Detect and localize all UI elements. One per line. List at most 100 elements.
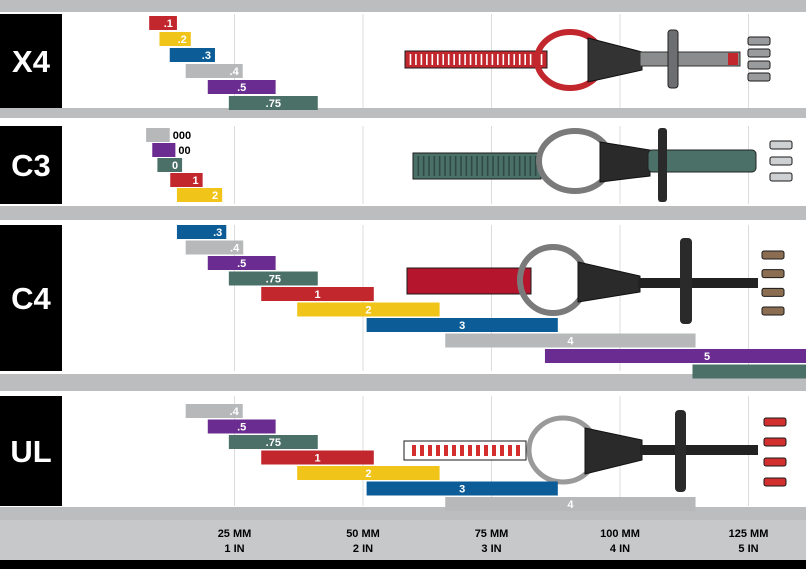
bar-label-ul-3: 3 [459, 484, 465, 496]
cam-lobe [761, 306, 785, 316]
range-bar-x4-p4 [185, 64, 243, 78]
range-bar-c4-6 [692, 364, 806, 379]
sling-stripe [508, 445, 512, 456]
x-axis: 25 MM 1 IN 50 MM 2 IN 75 MM 3 IN 100 MM 4 IN 125… [0, 520, 806, 569]
bar-label-x4-p75: .75 [266, 98, 281, 110]
cam-lobe [763, 477, 787, 487]
bar-label-c3-0: 0 [172, 160, 178, 172]
product-label-x4: X4 [12, 44, 51, 79]
range-bar-c3-00 [152, 143, 176, 157]
sling-stripe [468, 445, 472, 456]
range-bars: .1.2.3.4.5.7500000012.3.4.5.75123456.4.5… [146, 16, 806, 511]
bar-label-x4-p4: .4 [230, 66, 240, 78]
range-bar-c3-1 [170, 173, 203, 187]
stem-mark [728, 53, 738, 65]
bar-label-c4-1: 1 [314, 289, 320, 301]
bar-label-c3-2: 2 [212, 190, 218, 202]
cam-stem [639, 51, 741, 67]
trigger-bar [658, 128, 667, 202]
bar-label-c4-2: 2 [365, 305, 371, 317]
sling-stripe [436, 445, 440, 456]
tick-label-mm: 100 MM [600, 528, 640, 540]
range-bar-c3-000 [146, 128, 170, 142]
range-bar-c4-p3 [176, 225, 227, 239]
range-bar-x4-p2 [159, 32, 191, 46]
bar-label-c4-p5: .5 [237, 258, 246, 270]
range-bar-c4-p4 [185, 240, 244, 255]
bar-label-c3-1: 1 [193, 175, 199, 187]
x4-cam-icon [404, 29, 771, 91]
cam-stem [638, 278, 758, 288]
cam-head-body [599, 141, 651, 183]
sling-stripe [460, 445, 464, 456]
product-label-block [0, 14, 62, 108]
range-bar-c3-2 [176, 188, 223, 202]
product-label-block [0, 126, 62, 204]
trigger-bar [667, 29, 679, 89]
sling-stripe [444, 445, 448, 456]
range-bar-c4-2 [297, 302, 440, 317]
sling-stripe [420, 445, 424, 456]
cam-lobe [747, 60, 771, 70]
range-bar-ul-p75 [228, 435, 318, 449]
divider-band [0, 108, 806, 118]
range-bar-c4-1 [261, 287, 374, 301]
bar-label-c3-000: 000 [173, 130, 191, 142]
sling-stripe [484, 445, 488, 456]
product-label-c4: C4 [11, 281, 51, 316]
cam-lobe [747, 72, 771, 82]
bar-label-ul-p5: .5 [237, 422, 246, 434]
cam-lobe [763, 457, 787, 467]
range-bar-ul-4 [445, 497, 696, 511]
product-label-ul: UL [10, 434, 51, 469]
cam-stem [640, 445, 758, 455]
tick-label-mm: 50 MM [346, 528, 380, 540]
range-bar-ul-2 [297, 466, 440, 480]
bar-label-x4-p3: .3 [202, 50, 211, 62]
range-bar-c4-p75 [228, 271, 318, 286]
cam-lobe [761, 287, 785, 297]
gridlines [234, 14, 749, 506]
axis-band [0, 520, 806, 560]
cam-stem [647, 149, 757, 173]
cam-lobe [761, 250, 785, 260]
bar-label-c4-p3: .3 [213, 227, 222, 239]
cam-head-body [577, 261, 641, 303]
bar-label-c4-p75: .75 [266, 274, 281, 286]
range-bar-ul-1 [261, 450, 374, 465]
bar-label-ul-1: 1 [314, 453, 320, 465]
sling-stripe [428, 445, 432, 456]
range-bar-ul-p4 [185, 404, 243, 418]
tick-label-in: 3 IN [481, 543, 501, 555]
cam-lobe [769, 140, 793, 150]
sling-stripe [412, 445, 416, 456]
tick-label-mm: 75 MM [475, 528, 509, 540]
bar-label-ul-4: 4 [567, 499, 574, 511]
trigger-bar [675, 410, 686, 492]
product-label-block [0, 396, 62, 506]
cam-lobe [763, 417, 787, 427]
range-bar-x4-p5 [207, 80, 276, 94]
range-bar-c4-5 [544, 349, 806, 363]
range-bar-c4-3 [366, 318, 558, 332]
cam-lobe [769, 172, 793, 182]
range-bar-c4-p5 [207, 256, 276, 270]
tick-label-in: 1 IN [224, 543, 244, 555]
cam-lobe [761, 269, 785, 279]
sling-stripe [452, 445, 456, 456]
range-bar-x4-p3 [169, 48, 215, 62]
range-bar-x4-p1 [149, 16, 177, 30]
sling-stripe [500, 445, 504, 456]
divider-band [0, 374, 806, 391]
bar-label-ul-p75: .75 [266, 437, 281, 449]
divider-band [0, 206, 806, 220]
cam-lobe [769, 156, 793, 166]
tick-label-in: 2 IN [353, 543, 373, 555]
sling-stripe [516, 445, 520, 456]
sling-stripe [476, 445, 480, 456]
bottom-bar [0, 560, 806, 569]
range-bar-ul-3 [366, 481, 558, 496]
cam-illustrations [403, 29, 793, 492]
bar-label-c4-p4: .4 [230, 243, 240, 255]
cam-lobe [747, 48, 771, 58]
